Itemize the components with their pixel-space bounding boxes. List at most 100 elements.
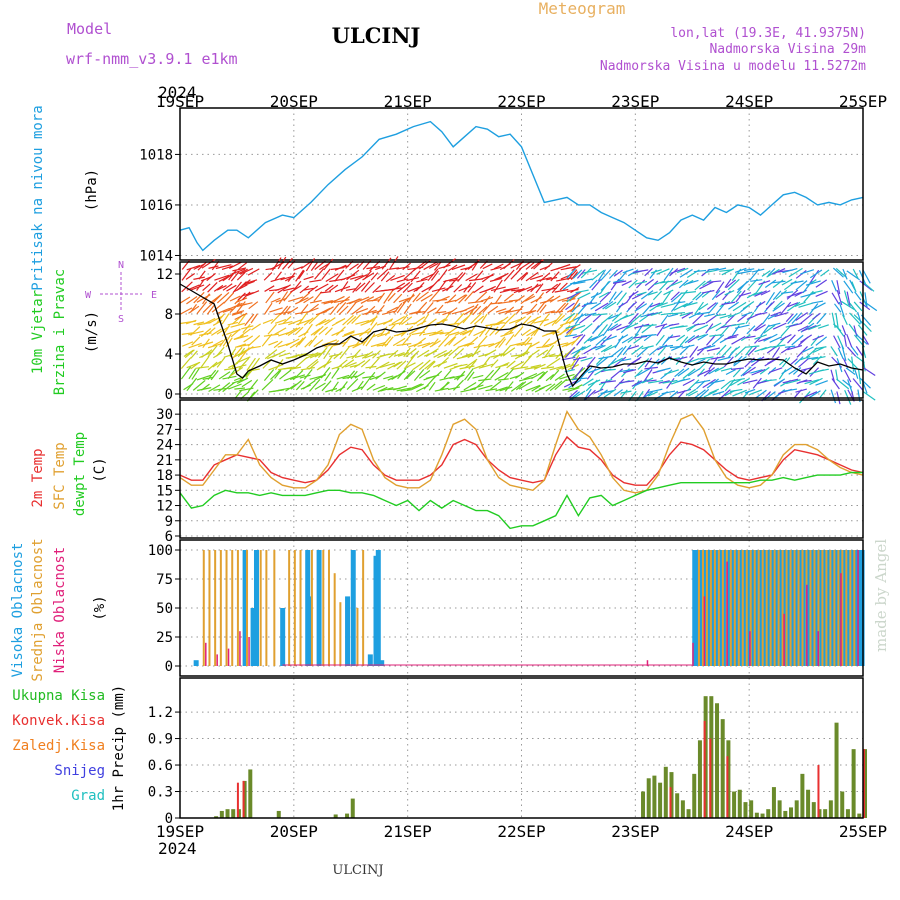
wind-direction-arrow (376, 304, 385, 315)
wind-direction-arrow (616, 292, 627, 306)
wind-direction-arrow (212, 360, 222, 368)
wind-direction-arrow (239, 328, 251, 338)
wind-direction-arrow (277, 256, 287, 270)
wind-direction-arrow (375, 361, 390, 370)
wind-direction-arrow (809, 377, 823, 386)
bottom-day-label: 20SEP (270, 822, 318, 841)
wind-direction-arrow (614, 378, 625, 389)
wind-direction-arrow (697, 311, 711, 315)
wind-direction-arrow (299, 304, 309, 315)
wind-direction-arrow (208, 315, 223, 324)
wind-direction-arrow (504, 325, 519, 336)
wind-direction-arrow (446, 294, 457, 304)
wind-direction-arrow (236, 301, 246, 313)
wind-direction-arrow (812, 312, 821, 320)
wind-direction-arrow (385, 274, 396, 283)
legend-freezing-rain: Zaledj.Kisa (12, 738, 105, 754)
wind-direction-arrow (649, 302, 661, 308)
mid-cloud-bar (202, 550, 205, 666)
precip-ylabel: 1hr Precip (mm) (111, 685, 127, 811)
total-precip-bar (823, 809, 828, 818)
model-altitude-label: Nadmorska Visina u modelu 11.5272m (600, 59, 866, 74)
wind-direction-arrow (835, 325, 845, 337)
wind-direction-arrow (647, 280, 659, 291)
low-cloud-bar (205, 642, 207, 666)
wind-direction-arrow (650, 269, 662, 274)
wind-direction-arrow (600, 268, 612, 281)
y-tick-label: 25 (156, 630, 173, 646)
total-precip-bar (737, 789, 742, 818)
wind-direction-arrow (525, 262, 535, 270)
wind-direction-arrow (780, 334, 792, 341)
wind-direction-arrow (539, 370, 549, 380)
wind-direction-arrow (401, 334, 412, 346)
wind-direction-arrow (275, 311, 291, 316)
wind-direction-arrow (386, 306, 399, 313)
wind-direction-arrow (750, 369, 763, 374)
wind-direction-arrow (340, 281, 349, 293)
wind-direction-arrow (407, 293, 415, 303)
wind-direction-arrow (413, 337, 427, 348)
wind-direction-arrow (223, 292, 235, 304)
wind-direction-arrow (494, 371, 509, 381)
wind-direction-arrow (239, 267, 254, 275)
wind-direction-arrow (495, 294, 502, 304)
wind-direction-arrow (818, 324, 829, 329)
wind-direction-arrow (323, 355, 333, 369)
wind-direction-arrow (851, 281, 857, 293)
wind-direction-arrow (714, 366, 725, 373)
wind-direction-arrow (835, 268, 847, 278)
wind-direction-arrow (676, 267, 689, 274)
wind-direction-arrow (201, 349, 213, 358)
wind-direction-arrow (863, 367, 876, 376)
total-precip-bar (697, 740, 702, 818)
wind-direction-arrow (462, 329, 472, 336)
wind-direction-arrow (842, 314, 848, 325)
wind-direction-arrow (728, 301, 739, 310)
wind-direction-arrow (847, 358, 860, 371)
wind-direction-arrow (567, 288, 579, 293)
wind-direction-arrow (732, 301, 747, 312)
wind-direction-arrow (668, 313, 679, 318)
wind-direction-arrow (576, 334, 586, 346)
wind-direction-arrow (360, 380, 369, 391)
wind-direction-arrow (235, 356, 251, 364)
wind-direction-arrow (565, 346, 576, 358)
wind-direction-arrow (660, 303, 675, 308)
high-cloud-bar (859, 550, 865, 666)
wind-ylabel: 10m Vjetar Brzina i Pravac (m/s) (30, 269, 100, 395)
wind-direction-arrow (412, 361, 424, 371)
wind-direction-arrow (765, 300, 775, 310)
wind-direction-arrow (427, 268, 439, 282)
wind-direction-arrow (349, 263, 359, 271)
mid-cloud-bar (841, 550, 844, 666)
wind-direction-arrow (763, 333, 778, 342)
wind-direction-arrow (642, 302, 654, 315)
wind-direction-arrow (674, 356, 688, 361)
wind-direction-arrow (766, 346, 776, 354)
wind-direction-arrow (463, 381, 477, 391)
wind-direction-arrow (564, 334, 577, 338)
mid-cloud-bar (781, 550, 784, 666)
wind-direction-arrow (407, 383, 422, 391)
total-precip-bar (686, 809, 691, 818)
wind-direction-arrow (604, 368, 616, 372)
wind-direction-arrow (210, 370, 219, 381)
wind-direction-arrow (787, 312, 798, 325)
wind-direction-arrow (484, 325, 493, 336)
wind-direction-arrow (243, 335, 254, 343)
wind-direction-arrow (336, 302, 347, 314)
high-cloud-bar (253, 550, 259, 666)
wind-direction-arrow (658, 380, 670, 384)
wind-direction-arrow (680, 291, 696, 294)
wind-direction-arrow (513, 287, 525, 294)
wind-direction-arrow (559, 282, 568, 291)
wind-direction-arrow (179, 296, 191, 304)
wind-direction-arrow (459, 329, 472, 336)
wind-direction-arrow (600, 280, 611, 291)
wind-direction-arrow (361, 350, 374, 359)
total-precip-bar (794, 800, 799, 818)
wind-direction-arrow (652, 290, 663, 301)
wind-direction-arrow (437, 335, 450, 348)
mid-cloud-bar (214, 550, 217, 666)
